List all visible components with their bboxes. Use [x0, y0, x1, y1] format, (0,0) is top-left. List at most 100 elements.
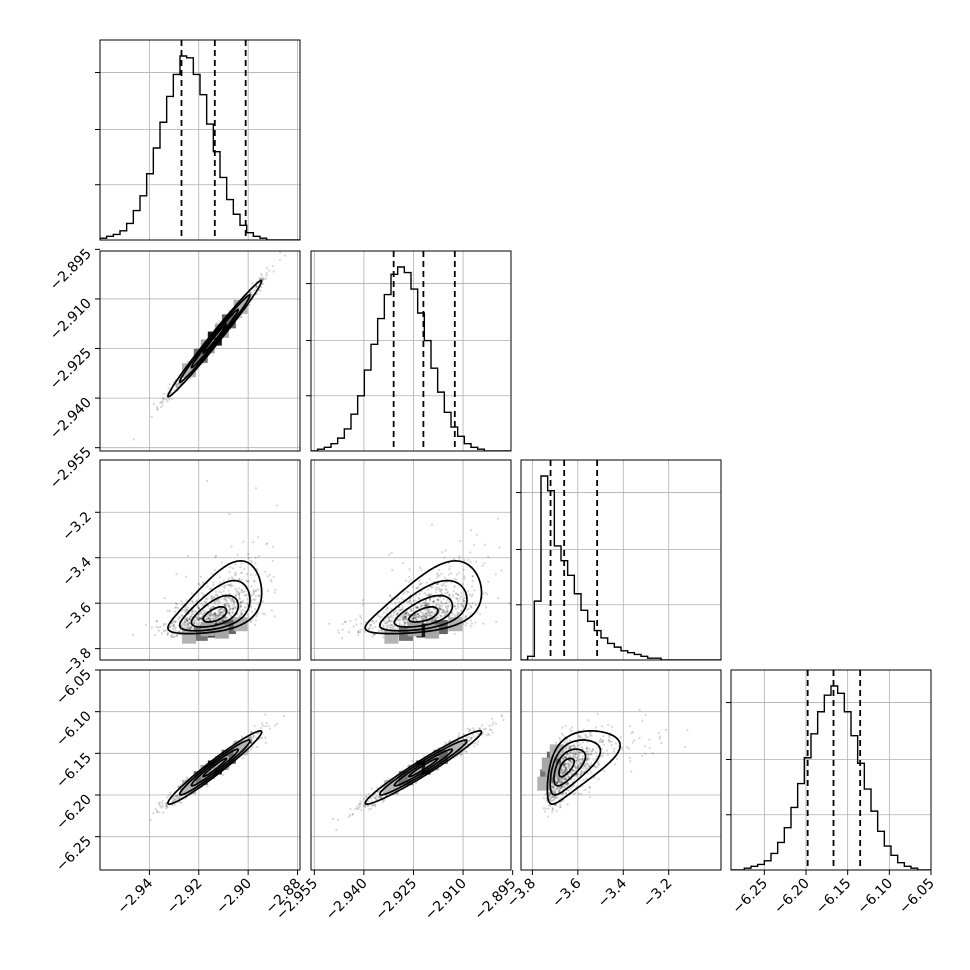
- scatter-point: [228, 583, 231, 586]
- scatter-point: [159, 626, 162, 629]
- scatter-point: [274, 588, 277, 591]
- contour-line: [167, 730, 263, 805]
- scatter-point: [218, 612, 222, 615]
- scatter-point: [465, 750, 468, 753]
- scatter-point: [585, 758, 588, 762]
- scatter-point: [265, 722, 268, 725]
- scatter-point: [159, 804, 162, 808]
- scatter-point: [455, 755, 459, 758]
- scatter-point: [438, 574, 441, 577]
- scatter-point: [174, 606, 177, 609]
- scatter-point: [256, 536, 260, 539]
- scatter-point: [359, 802, 362, 806]
- scatter-point: [461, 622, 465, 625]
- scatter-point: [223, 617, 227, 620]
- scatter-point: [470, 622, 474, 625]
- scatter-point: [375, 620, 378, 623]
- scatter-point: [428, 599, 432, 602]
- scatter-point: [408, 600, 411, 603]
- scatter-point: [218, 601, 221, 604]
- scatter-point: [456, 593, 460, 596]
- scatter-point: [438, 589, 442, 593]
- scatter-point: [231, 577, 234, 580]
- scatter-point: [460, 602, 463, 605]
- scatter-point: [185, 620, 189, 623]
- scatter-point: [567, 789, 570, 792]
- scatter-point: [593, 765, 596, 768]
- scatter-point: [390, 623, 393, 627]
- scatter-point: [418, 616, 421, 619]
- scatter-point: [559, 805, 562, 808]
- scatter-point: [204, 602, 208, 605]
- scatter-point: [187, 606, 190, 609]
- scatter-point: [252, 541, 255, 544]
- scatter-point: [470, 736, 473, 740]
- scatter-point: [399, 608, 402, 612]
- scatter-point: [406, 612, 409, 615]
- scatter-point: [357, 631, 360, 634]
- scatter-point: [427, 602, 431, 605]
- scatter-point: [180, 599, 183, 603]
- scatter-point: [244, 590, 247, 593]
- scatter-point: [162, 624, 165, 627]
- scatter-point: [175, 384, 178, 387]
- scatter-point: [424, 601, 427, 604]
- scatter-point: [165, 803, 168, 806]
- scatter-point: [475, 533, 479, 536]
- scatter-point: [247, 580, 250, 583]
- scatter-point: [550, 799, 554, 802]
- scatter-point: [615, 757, 619, 760]
- scatter-point: [402, 617, 405, 621]
- scatter-point: [179, 783, 182, 786]
- scatter-point: [373, 633, 376, 636]
- scatter-point: [209, 614, 212, 617]
- scatter-point: [569, 754, 572, 757]
- scatter-point: [164, 623, 167, 626]
- scatter-point: [494, 722, 498, 725]
- scatter-point: [378, 796, 381, 799]
- scatter-point: [232, 607, 235, 610]
- scatter-point: [239, 604, 242, 608]
- scatter-point: [176, 793, 180, 797]
- scatter-point: [413, 605, 417, 608]
- scatter-point: [243, 567, 246, 571]
- scatter-point: [459, 595, 463, 598]
- scatter-point: [403, 615, 407, 619]
- scatter-point: [561, 770, 564, 774]
- scatter-point: [439, 596, 442, 599]
- scatter-point: [215, 593, 219, 596]
- scatter-point: [601, 739, 604, 742]
- scatter-point: [228, 605, 231, 608]
- scatter-point: [218, 611, 221, 614]
- scatter-point: [184, 618, 187, 621]
- scatter-point: [214, 617, 217, 620]
- scatter-point: [253, 608, 257, 611]
- scatter-point: [197, 582, 200, 585]
- scatter-point: [648, 738, 651, 741]
- scatter-point: [357, 807, 360, 810]
- scatter-point: [152, 403, 156, 406]
- scatter-point: [456, 573, 459, 576]
- scatter-point: [231, 604, 234, 607]
- scatter-point: [348, 814, 352, 817]
- scatter-point: [219, 607, 223, 611]
- scatter-point: [175, 606, 178, 609]
- scatter-point: [198, 616, 201, 619]
- scatter-point: [423, 604, 427, 607]
- scatter-point: [240, 562, 243, 565]
- scatter-point: [491, 731, 494, 734]
- scatter-point: [234, 594, 237, 597]
- scatter-point: [217, 613, 220, 616]
- scatter-point: [549, 793, 552, 796]
- scatter-point: [402, 592, 405, 596]
- scatter-point: [420, 617, 423, 620]
- scatter-point: [422, 602, 425, 605]
- scatter-point: [422, 604, 425, 607]
- scatter-point: [406, 620, 409, 623]
- scatter-point: [447, 573, 451, 576]
- scatter-point: [569, 759, 572, 762]
- scatter-point: [351, 812, 354, 816]
- scatter-point: [224, 603, 227, 606]
- scatter-point: [173, 799, 177, 802]
- contour-line: [202, 323, 228, 354]
